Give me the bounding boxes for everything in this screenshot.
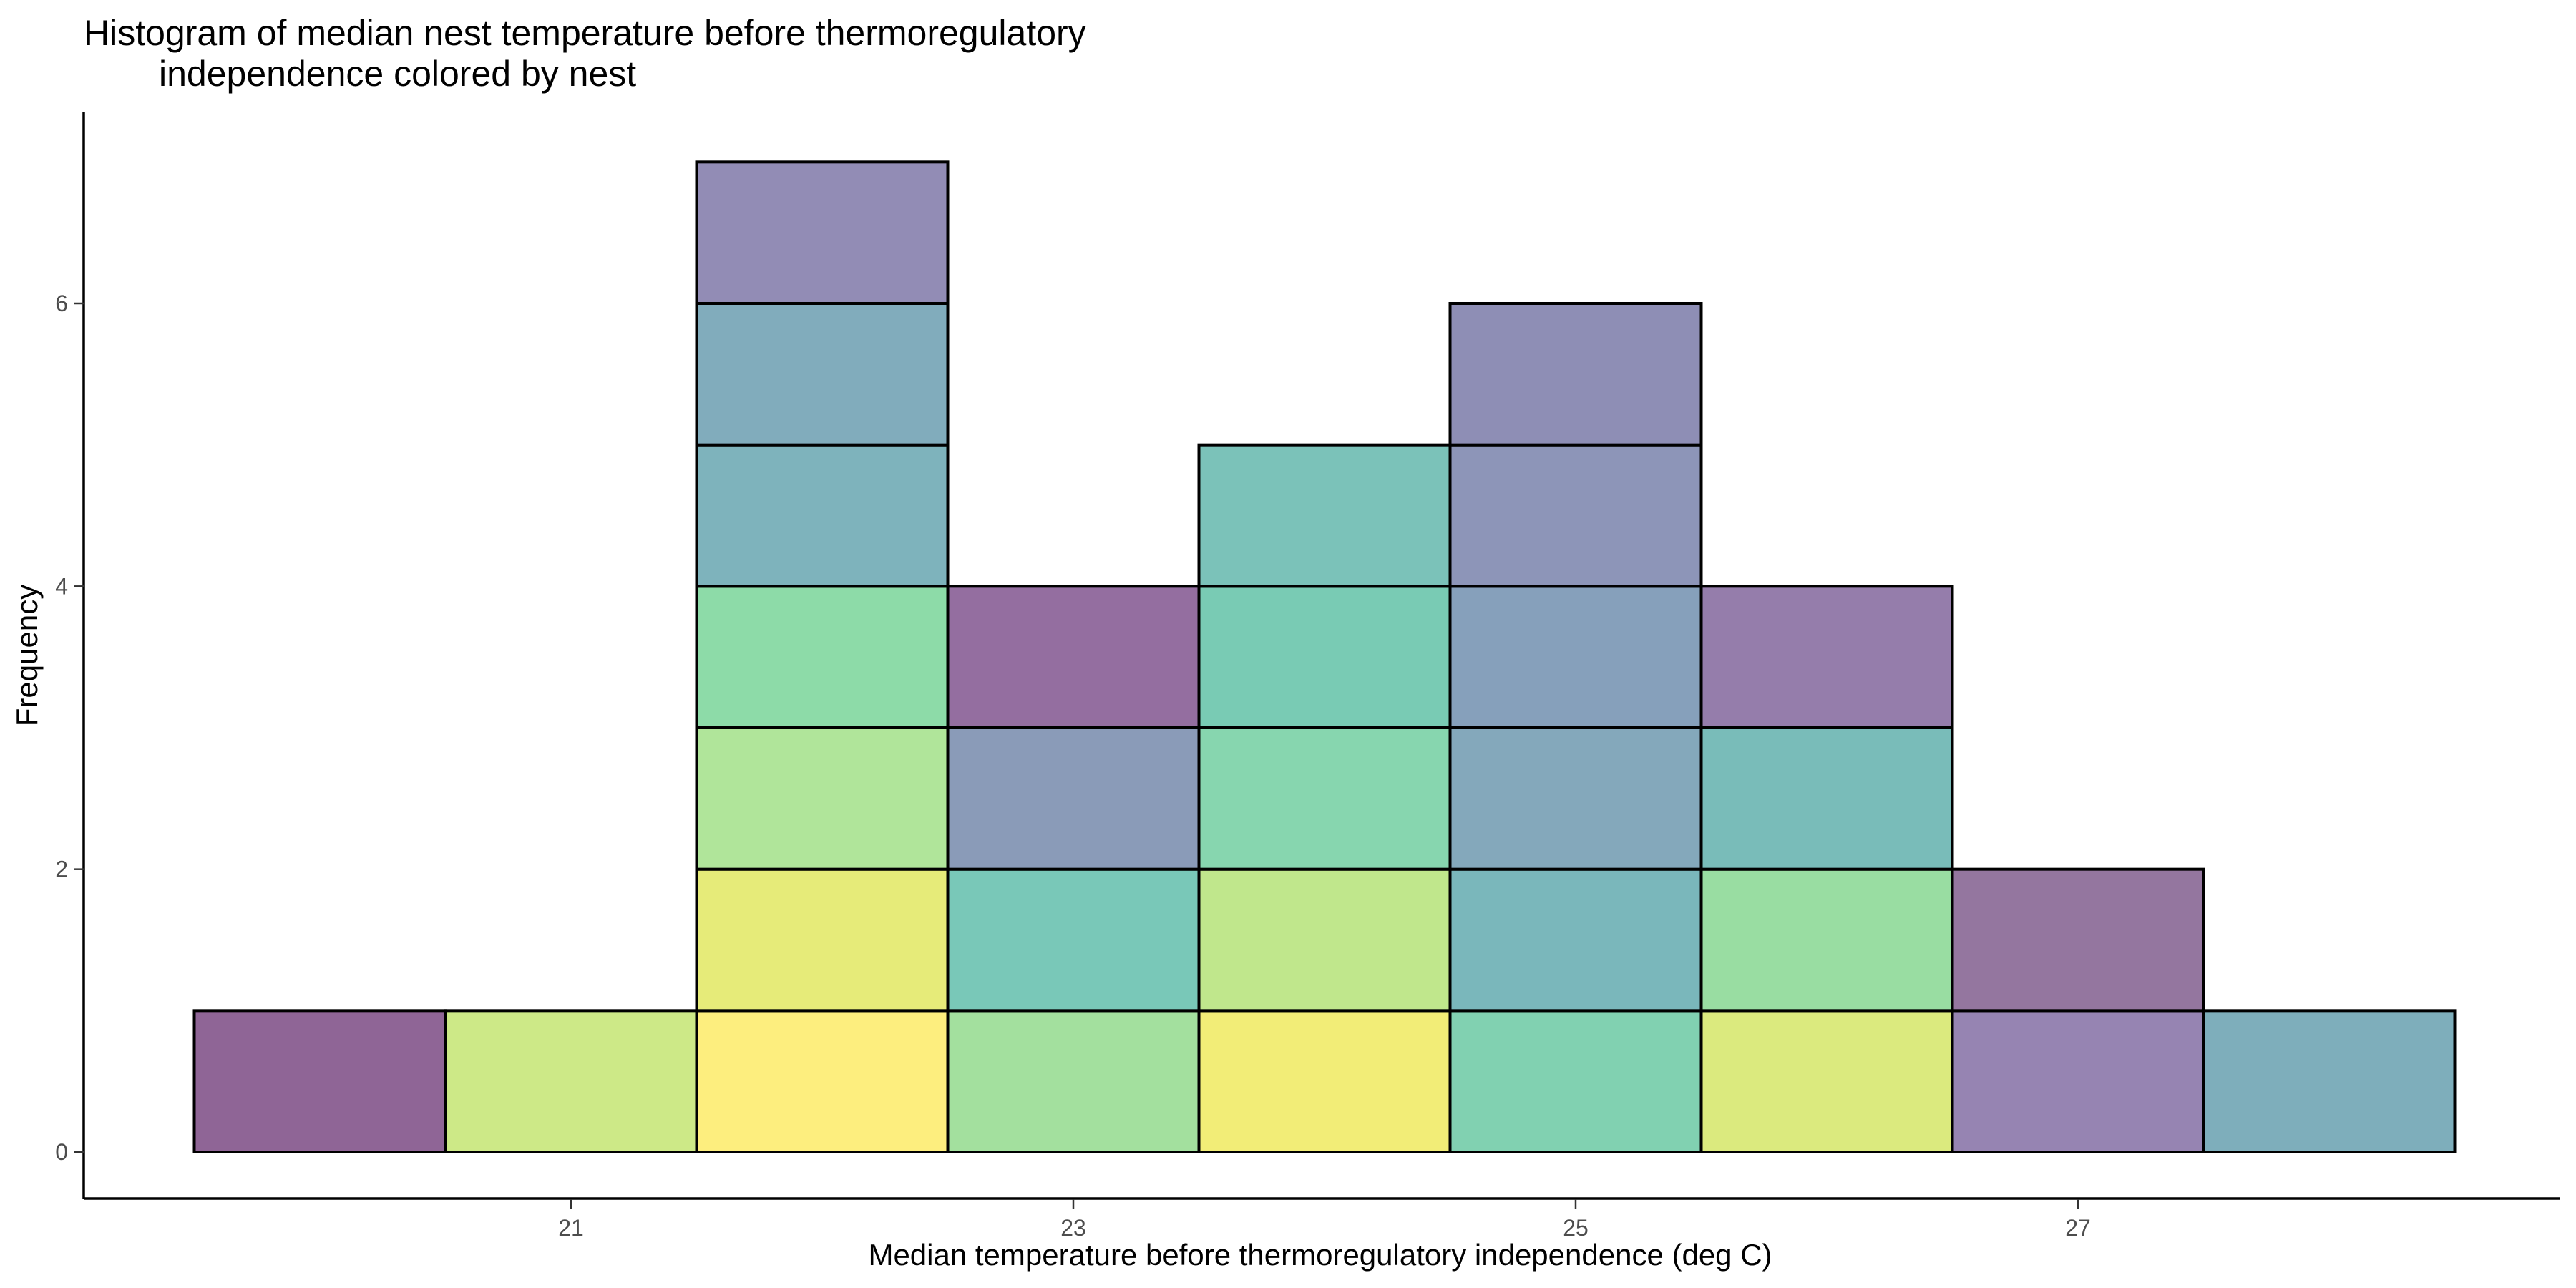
histogram-bar-segment	[1197, 867, 1452, 1013]
histogram-bar-segment	[2202, 1009, 2457, 1154]
histogram-bar-segment	[1448, 867, 1703, 1013]
y-tick-label: 6	[55, 291, 68, 316]
histogram-bar-segment	[946, 726, 1201, 871]
histogram-bar-segment	[1448, 443, 1703, 588]
histogram-bar-segment	[946, 585, 1201, 729]
x-tick-label: 23	[1060, 1215, 1086, 1241]
histogram-bar-segment	[695, 160, 950, 305]
histogram-bar-segment	[1951, 867, 2205, 1013]
histogram-bar-segment	[1699, 1009, 1954, 1154]
x-tick-label: 27	[2065, 1215, 2091, 1241]
histogram-bar-segment	[1197, 1009, 1452, 1154]
x-tick-label: 25	[1563, 1215, 1589, 1241]
x-axis-label: Median temperature before thermoregulato…	[868, 1238, 1772, 1272]
histogram-bar-segment	[444, 1009, 698, 1154]
histogram-bar-segment	[695, 302, 950, 447]
histogram-bar-segment	[1197, 726, 1452, 871]
y-axis-label: Frequency	[10, 585, 44, 726]
histogram-bar-segment	[1699, 726, 1954, 871]
histogram-bar-segment	[1197, 443, 1452, 588]
chart-title-line-2: independence colored by nest	[159, 54, 636, 94]
histogram-bar-segment	[695, 1009, 950, 1154]
y-tick-label: 4	[55, 573, 68, 599]
x-ticks: 21 23 25 27	[558, 1199, 2091, 1241]
histogram-bar-segment	[1951, 1009, 2205, 1154]
bars-layer	[192, 160, 2457, 1154]
histogram-bar-segment	[1448, 302, 1703, 447]
histogram-bar-segment	[695, 867, 950, 1013]
histogram-bar-segment	[1448, 585, 1703, 729]
histogram-bar-segment	[1699, 585, 1954, 729]
histogram-bar-segment	[946, 867, 1201, 1013]
histogram-bar-segment	[192, 1009, 447, 1154]
histogram-bar-segment	[695, 585, 950, 729]
histogram-bar-segment	[1699, 867, 1954, 1013]
histogram-bar-segment	[1448, 726, 1703, 871]
histogram-bar-segment	[1197, 585, 1452, 729]
histogram-bar-segment	[695, 726, 950, 871]
histogram-bar-segment	[695, 443, 950, 588]
y-tick-label: 0	[55, 1139, 68, 1165]
histogram-bar-segment	[1448, 1009, 1703, 1154]
histogram-bar-segment	[946, 1009, 1201, 1154]
y-ticks: 0 2 4 6	[55, 291, 84, 1165]
x-tick-label: 21	[558, 1215, 584, 1241]
y-tick-label: 2	[55, 857, 68, 882]
chart-title-line-1: Histogram of median nest temperature bef…	[84, 13, 1086, 53]
